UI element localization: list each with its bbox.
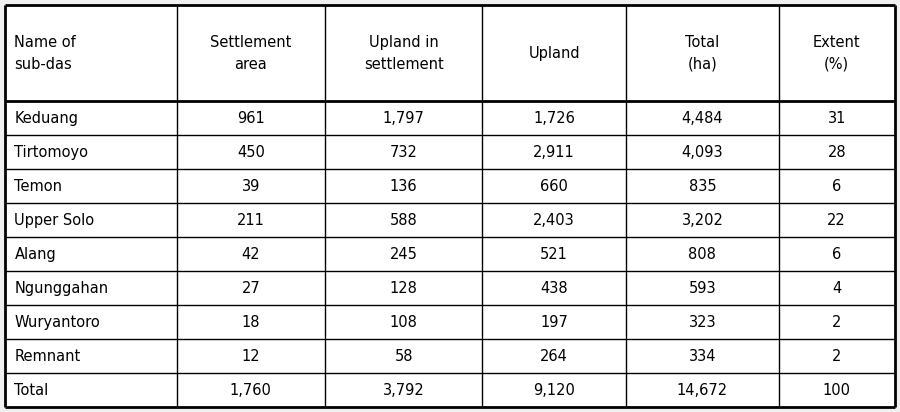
Text: 39: 39 — [242, 179, 260, 194]
Text: 4: 4 — [832, 281, 842, 296]
Text: 660: 660 — [540, 179, 568, 194]
Text: 18: 18 — [241, 315, 260, 330]
Text: 2: 2 — [832, 349, 842, 364]
Text: 22: 22 — [827, 213, 846, 228]
Text: Remnant: Remnant — [14, 349, 81, 364]
Text: Wuryantoro: Wuryantoro — [14, 315, 100, 330]
Text: Keduang: Keduang — [14, 111, 78, 126]
Text: 323: 323 — [688, 315, 716, 330]
Text: 4,093: 4,093 — [681, 145, 724, 160]
Text: Extent
(%): Extent (%) — [813, 35, 860, 72]
Text: 58: 58 — [394, 349, 413, 364]
Text: 136: 136 — [390, 179, 418, 194]
Text: Upland in
settlement: Upland in settlement — [364, 35, 444, 72]
Text: 31: 31 — [827, 111, 846, 126]
Text: 27: 27 — [241, 281, 260, 296]
Text: 2: 2 — [832, 315, 842, 330]
Text: 2,403: 2,403 — [534, 213, 575, 228]
Text: 42: 42 — [241, 247, 260, 262]
Text: 1,760: 1,760 — [230, 383, 272, 398]
Text: 12: 12 — [241, 349, 260, 364]
Text: 100: 100 — [823, 383, 850, 398]
Text: 211: 211 — [237, 213, 265, 228]
Text: 128: 128 — [390, 281, 418, 296]
Text: Ngunggahan: Ngunggahan — [14, 281, 109, 296]
Text: Total: Total — [14, 383, 49, 398]
Text: 264: 264 — [540, 349, 568, 364]
Text: 438: 438 — [540, 281, 568, 296]
Text: 732: 732 — [390, 145, 418, 160]
Text: 588: 588 — [390, 213, 418, 228]
Text: 4,484: 4,484 — [681, 111, 724, 126]
Text: 3,202: 3,202 — [681, 213, 724, 228]
Text: 1,797: 1,797 — [382, 111, 425, 126]
Text: 808: 808 — [688, 247, 716, 262]
Text: 961: 961 — [237, 111, 265, 126]
Text: 197: 197 — [540, 315, 568, 330]
Text: Name of
sub-das: Name of sub-das — [14, 35, 77, 72]
Text: 835: 835 — [688, 179, 716, 194]
Text: 108: 108 — [390, 315, 418, 330]
Text: 9,120: 9,120 — [534, 383, 575, 398]
Text: 2,911: 2,911 — [534, 145, 575, 160]
Text: Temon: Temon — [14, 179, 62, 194]
Text: 334: 334 — [688, 349, 716, 364]
Text: 450: 450 — [237, 145, 265, 160]
Text: 521: 521 — [540, 247, 568, 262]
Text: 1,726: 1,726 — [534, 111, 575, 126]
Text: Upper Solo: Upper Solo — [14, 213, 94, 228]
Text: Total
(ha): Total (ha) — [685, 35, 719, 72]
Text: 245: 245 — [390, 247, 418, 262]
Text: 3,792: 3,792 — [382, 383, 425, 398]
Text: 28: 28 — [827, 145, 846, 160]
Text: 6: 6 — [832, 247, 842, 262]
Text: Alang: Alang — [14, 247, 56, 262]
Text: 14,672: 14,672 — [677, 383, 728, 398]
Text: 593: 593 — [688, 281, 716, 296]
Text: 6: 6 — [832, 179, 842, 194]
Text: Settlement
area: Settlement area — [211, 35, 292, 72]
Text: Tirtomoyo: Tirtomoyo — [14, 145, 88, 160]
Text: Upland: Upland — [528, 46, 580, 61]
